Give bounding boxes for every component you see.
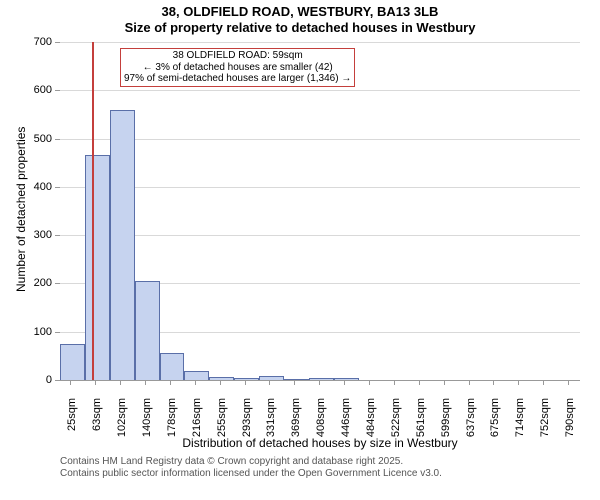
x-tick-label: 561sqm (415, 398, 427, 448)
x-tick (120, 380, 121, 385)
histogram-bar (284, 379, 309, 380)
annotation-box: 38 OLDFIELD ROAD: 59sqm← 3% of detached … (120, 48, 355, 87)
histogram-bar (184, 371, 209, 380)
y-tick (55, 332, 60, 333)
x-tick (419, 380, 420, 385)
x-tick (70, 380, 71, 385)
y-tick-label: 300 (20, 229, 52, 241)
y-tick (55, 283, 60, 284)
annotation-line3: 97% of semi-detached houses are larger (… (124, 73, 351, 85)
gridline (60, 139, 580, 140)
reference-line (92, 42, 94, 380)
gridline (60, 187, 580, 188)
gridline (60, 235, 580, 236)
x-tick-label: 331sqm (265, 398, 277, 448)
histogram-bar (160, 353, 185, 380)
y-tick (55, 235, 60, 236)
x-tick (394, 380, 395, 385)
x-tick (294, 380, 295, 385)
y-tick-label: 0 (20, 374, 52, 386)
x-tick-label: 408sqm (315, 398, 327, 448)
histogram-bar (334, 378, 359, 380)
x-tick (220, 380, 221, 385)
histogram-bar (309, 378, 334, 380)
x-tick (493, 380, 494, 385)
x-tick (369, 380, 370, 385)
y-tick-label: 500 (20, 133, 52, 145)
x-tick (195, 380, 196, 385)
histogram-bar (135, 281, 160, 380)
x-tick-label: 522sqm (390, 398, 402, 448)
histogram-bar (110, 110, 135, 380)
annotation-line1: 38 OLDFIELD ROAD: 59sqm (124, 50, 351, 62)
x-tick-label: 752sqm (539, 398, 551, 448)
gridline (60, 90, 580, 91)
histogram-bar (259, 376, 284, 380)
x-tick-label: 25sqm (66, 398, 78, 448)
histogram-bar (234, 378, 259, 380)
title-line2: Size of property relative to detached ho… (0, 20, 600, 36)
y-tick (55, 380, 60, 381)
plot-area: 010020030040050060070025sqm63sqm102sqm14… (60, 42, 580, 381)
x-tick (568, 380, 569, 385)
x-tick-label: 140sqm (141, 398, 153, 448)
x-tick-label: 369sqm (290, 398, 302, 448)
footer-line2: Contains public sector information licen… (60, 468, 442, 480)
y-axis-title: Number of detached properties (14, 127, 28, 292)
y-tick-label: 100 (20, 326, 52, 338)
y-tick (55, 139, 60, 140)
x-tick (518, 380, 519, 385)
y-tick-label: 400 (20, 181, 52, 193)
x-tick-label: 599sqm (440, 398, 452, 448)
y-tick-label: 600 (20, 84, 52, 96)
title-line1: 38, OLDFIELD ROAD, WESTBURY, BA13 3LB (0, 4, 600, 20)
x-tick (95, 380, 96, 385)
x-tick-label: 178sqm (166, 398, 178, 448)
y-tick-label: 700 (20, 36, 52, 48)
histogram-bar (60, 344, 85, 380)
x-tick-label: 790sqm (564, 398, 576, 448)
y-tick (55, 42, 60, 43)
chart-title: 38, OLDFIELD ROAD, WESTBURY, BA13 3LB Si… (0, 0, 600, 37)
x-tick (344, 380, 345, 385)
x-tick (245, 380, 246, 385)
x-tick-label: 484sqm (365, 398, 377, 448)
x-tick-label: 102sqm (116, 398, 128, 448)
x-tick (269, 380, 270, 385)
histogram-bar (209, 377, 234, 380)
x-tick-label: 714sqm (514, 398, 526, 448)
chart-container: 38, OLDFIELD ROAD, WESTBURY, BA13 3LB Si… (0, 0, 600, 500)
footer-line1: Contains HM Land Registry data © Crown c… (60, 456, 442, 468)
x-tick (319, 380, 320, 385)
x-tick (170, 380, 171, 385)
x-tick-label: 675sqm (489, 398, 501, 448)
x-tick (543, 380, 544, 385)
gridline (60, 42, 580, 43)
x-tick (145, 380, 146, 385)
x-tick-label: 63sqm (91, 398, 103, 448)
x-tick-label: 255sqm (216, 398, 228, 448)
x-tick (469, 380, 470, 385)
y-tick-label: 200 (20, 277, 52, 289)
footer: Contains HM Land Registry data © Crown c… (60, 456, 442, 480)
x-tick-label: 446sqm (340, 398, 352, 448)
y-tick (55, 187, 60, 188)
x-tick-label: 216sqm (191, 398, 203, 448)
x-tick-label: 293sqm (241, 398, 253, 448)
y-tick (55, 90, 60, 91)
annotation-line2: ← 3% of detached houses are smaller (42) (124, 62, 351, 74)
x-tick-label: 637sqm (465, 398, 477, 448)
histogram-bar (85, 155, 110, 380)
x-tick (444, 380, 445, 385)
